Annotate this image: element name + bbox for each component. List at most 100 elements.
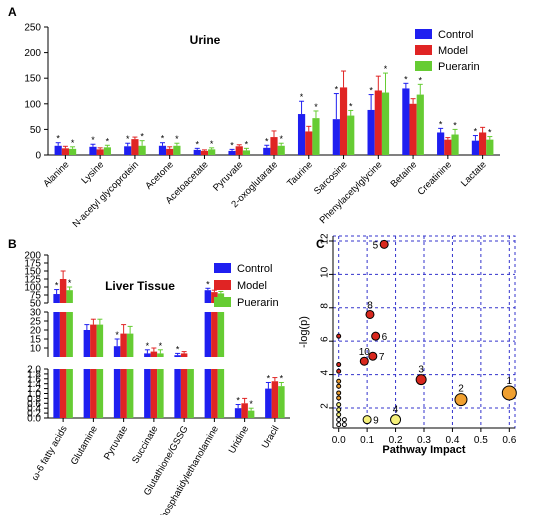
panel-b-significance-star: *	[115, 330, 119, 340]
panel-c-pathway-point	[336, 395, 342, 401]
panel-a-bar	[89, 146, 97, 155]
panel-b-y-tick-label: 20	[30, 326, 42, 337]
panel-a-bar	[96, 149, 104, 155]
panel-a-bar	[263, 147, 271, 155]
panel-a-bar	[68, 148, 77, 155]
panel-b-bar	[59, 312, 67, 357]
panel-a-x-tick-label: Alanine	[41, 159, 71, 189]
panel-b-bar	[241, 403, 248, 418]
panel-b-legend-swatch	[214, 280, 231, 290]
panel-a-significance-star: *	[196, 139, 200, 149]
panel-b-bar	[174, 355, 181, 357]
panel-a-significance-star: *	[453, 120, 457, 130]
panel-c-y-tick-label: 6	[320, 336, 331, 342]
panel-b-bar	[278, 386, 285, 418]
panel-a-significance-star: *	[369, 86, 373, 96]
panel-b-y-tick-label: 1.0	[27, 389, 41, 400]
panel-a-urine-chart: A Urine 0 50 100 150 200 250 * * Alanine * * Lysine * *…	[8, 5, 500, 230]
panel-a-bar	[486, 139, 494, 155]
panel-a-x-tick-label: Lysine	[79, 159, 106, 186]
panel-b-y-tick-label: 200	[24, 251, 41, 262]
panel-b-bar	[247, 410, 255, 418]
panel-a-bar	[61, 148, 69, 155]
panel-a-bar	[158, 145, 167, 155]
panel-c-pathway-point	[336, 378, 342, 384]
panel-b-bar	[120, 333, 127, 357]
panel-c-pathway-point	[336, 362, 342, 368]
panel-a-bar	[138, 145, 146, 155]
panel-b-bar	[53, 312, 60, 357]
panel-a-bar	[242, 150, 251, 155]
panel-a-significance-star: *	[335, 85, 339, 95]
panel-a-significance-star: *	[314, 102, 318, 112]
panel-a-x-tick-label: Pyruvate	[211, 159, 245, 193]
panel-b-bar	[66, 312, 73, 357]
panel-c-pathway-point	[336, 407, 342, 413]
panel-b-significance-star: *	[55, 281, 59, 291]
panel-c-pathway-point	[415, 374, 427, 386]
panel-c-pathway-point	[336, 422, 342, 428]
panel-a-legend-label: Puerarin	[438, 61, 480, 73]
panel-c-point-label: 3	[418, 365, 424, 376]
panel-a-x-tick-label: Taurine	[285, 159, 315, 189]
panel-b-bar	[120, 369, 127, 418]
panel-b-y-tick-label: 2.0	[27, 365, 41, 376]
panel-a-legend-label: Model	[438, 45, 468, 57]
panel-c-y-axis-label: -log(p)	[298, 316, 310, 348]
panel-b-significance-star: *	[206, 279, 210, 289]
panel-b-bar	[211, 312, 218, 357]
panel-b-legend-label: Puerarin	[237, 297, 279, 309]
panel-a-bar	[367, 109, 375, 155]
panel-a-bar	[124, 146, 132, 155]
panel-c-x-tick-label: 0.3	[417, 435, 431, 446]
panel-c-pathway-point	[336, 390, 342, 396]
panel-b-bar	[150, 351, 158, 357]
panel-b-bar	[144, 369, 151, 418]
panel-b-bar	[234, 408, 242, 418]
panel-c-pathway-point	[368, 351, 378, 361]
panel-b-bar	[204, 369, 212, 418]
panel-b-y-tick-label: 1.2	[27, 384, 41, 395]
panel-a-significance-star: *	[91, 135, 95, 145]
panel-c-y-tick-label: 12	[320, 233, 331, 245]
panel-c-y-tick-label: 4	[320, 369, 331, 375]
panel-b-bar	[59, 369, 67, 418]
panel-a-significance-star: *	[210, 139, 214, 149]
panel-a-legend-swatch	[415, 29, 432, 39]
panel-c-point-label: 9	[373, 416, 379, 427]
panel-b-y-tick-label: 50	[30, 299, 42, 310]
panel-a-significance-star: *	[56, 134, 60, 144]
panel-c-point-label: 10	[359, 347, 371, 358]
panel-b-significance-star: *	[236, 396, 240, 406]
panel-c-pathway-point	[365, 309, 375, 319]
panel-b-bar	[265, 388, 272, 418]
panel-b-significance-star: *	[146, 341, 150, 351]
panel-b-y-tick-label: 30	[30, 308, 42, 319]
panel-a-significance-star: *	[300, 92, 304, 102]
panel-a-x-tick-label: Acetone	[143, 159, 175, 191]
panel-b-significance-star: *	[267, 373, 271, 383]
panel-a-legend-label: Control	[438, 29, 473, 41]
panel-c-x-tick-label: 0.0	[332, 435, 346, 446]
panel-c-y-tick-label: 2	[320, 403, 331, 409]
panel-b-bar	[211, 369, 218, 418]
panel-b-y-tick-label: 1.4	[27, 379, 41, 390]
panel-b-bar	[174, 369, 181, 418]
panel-a-bar	[166, 148, 174, 155]
panel-b-bar	[59, 279, 67, 303]
panel-b-bar	[53, 369, 60, 418]
panel-c-pathway-point	[371, 331, 381, 341]
panel-a-significance-star: *	[419, 75, 423, 85]
panel-b-x-tick-label: ω-6 fatty acids	[30, 424, 70, 483]
panel-b-y-tick-label: 25	[30, 317, 42, 328]
panel-c-pathway-point	[341, 417, 347, 423]
panel-b-y-tick-label: 125	[24, 275, 41, 286]
panel-c-point-label: 7	[379, 352, 385, 363]
panel-a-bar	[347, 115, 355, 155]
panel-b-bar	[150, 369, 158, 418]
panel-a-x-tick-label: Betaine	[389, 159, 420, 190]
panel-a-significance-star: *	[279, 134, 283, 144]
panel-b-x-tick-label: Pyruvate	[102, 424, 130, 462]
panel-a-significance-star: *	[384, 64, 388, 74]
panel-b-y-tick-label: 1.6	[27, 374, 41, 385]
